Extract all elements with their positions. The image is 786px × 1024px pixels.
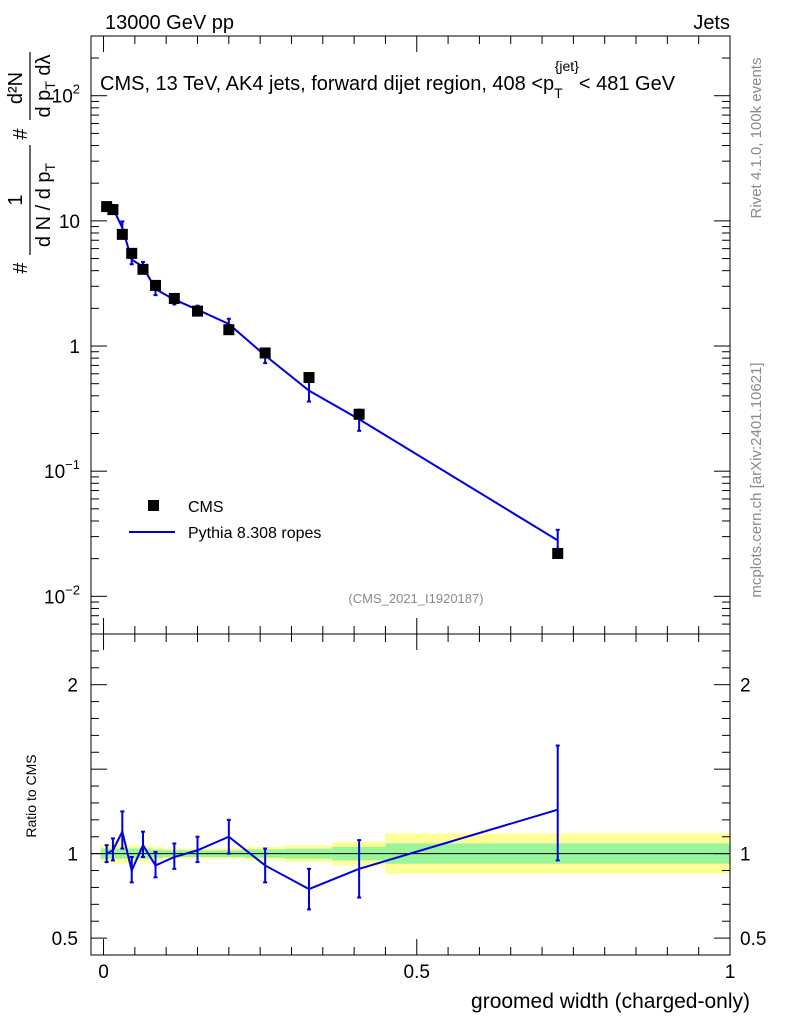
main-y-label: # 1 d N / d pT # d²N d pT dλ	[5, 52, 58, 274]
chart-title: CMS, 13 TeV, AK4 jets, forward dijet reg…	[100, 58, 676, 101]
cms-data-point	[101, 201, 113, 213]
cms-data-point	[303, 372, 315, 384]
svg-text:d²N: d²N	[5, 72, 27, 104]
ratio-y-tick-label-right-0: 0.5	[740, 929, 766, 950]
mcplots-label: mcplots.cern.ch [arXiv:2401.10621]	[748, 362, 765, 597]
x-tick-label-2: 1	[725, 962, 736, 983]
svg-text:#: #	[10, 128, 32, 140]
ratio-y-tick-label-0: 0.5	[52, 929, 78, 950]
ratio-y-tick-label-2: 2	[67, 676, 78, 697]
x-axis-label: groomed width (charged-only)	[471, 990, 750, 1013]
rivet-label: Rivet 4.1.0, 100k events	[748, 58, 765, 219]
cms-data-point	[126, 247, 138, 259]
x-tick-label-0: 0	[98, 962, 109, 983]
header-right: Jets	[693, 12, 730, 34]
analysis-id: (CMS_2021_I1920187)	[348, 591, 483, 606]
cms-data-point	[137, 263, 149, 275]
cms-data-point	[259, 347, 271, 359]
mc-line	[106, 205, 559, 542]
cms-data-point	[223, 324, 235, 336]
main-y-tick-label-4: 102	[52, 82, 80, 108]
main-y-tick-label-0: 10−2	[44, 582, 80, 608]
ratio-y-tick-label-1: 1	[67, 845, 78, 866]
legend-cms-marker	[148, 500, 159, 511]
ratio-y-label: Ratio to CMS	[23, 754, 39, 837]
cms-data-point	[116, 228, 128, 240]
legend-cms-label: CMS	[188, 499, 224, 516]
legend-pythia-label: Pythia 8.308 ropes	[188, 525, 321, 542]
cms-data-point	[353, 408, 365, 420]
main-y-tick-label-3: 10	[59, 212, 80, 233]
main-y-tick-label-2: 1	[69, 337, 80, 358]
cms-data-point	[150, 279, 162, 291]
svg-text:#: #	[10, 262, 32, 274]
main-frame	[90, 35, 731, 635]
svg-text:1: 1	[5, 194, 27, 205]
ratio-y-tick-label-right-1: 1	[740, 845, 751, 866]
ratio-panel-data	[104, 744, 560, 911]
ratio-y-tick-label-right-2: 2	[740, 676, 751, 697]
header-left: 13000 GeV pp	[105, 12, 234, 34]
cms-data-point	[168, 292, 180, 304]
cms-data-point	[552, 547, 564, 559]
cms-data-point	[107, 204, 119, 216]
cms-data-point	[192, 305, 203, 317]
ratio-frame	[90, 633, 731, 956]
svg-text:d N / d pT: d N / d pT	[33, 162, 58, 247]
main-panel-data	[101, 201, 564, 559]
x-tick-label-1: 0.5	[404, 962, 430, 983]
svg-text:d pT dλ: d pT dλ	[33, 54, 58, 117]
main-y-tick-label-1: 10−1	[44, 457, 80, 483]
